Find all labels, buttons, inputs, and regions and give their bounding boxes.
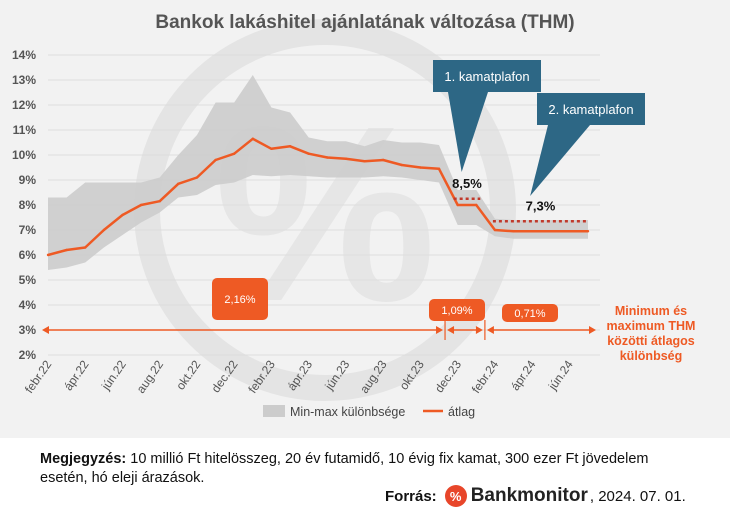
- average-point: [158, 200, 161, 203]
- average-point: [456, 203, 459, 207]
- callout-pointer: [530, 125, 590, 196]
- average-point: [195, 176, 199, 179]
- x-tick-label: okt.22: [173, 357, 203, 392]
- y-tick-label: 7%: [19, 223, 37, 237]
- x-tick-label: febr.22: [22, 357, 55, 395]
- chart-title: Bankok lakáshitel ajánlatának változása …: [155, 12, 575, 33]
- average-point: [400, 163, 403, 167]
- y-tick-label: 5%: [19, 273, 37, 287]
- average-point: [288, 145, 292, 148]
- average-point: [251, 137, 255, 140]
- callout-label: 2. kamatplafon: [548, 102, 633, 117]
- x-tick-label: jún.22: [98, 357, 129, 393]
- average-point: [475, 203, 478, 207]
- side-note-line: különbség: [620, 349, 683, 363]
- average-point: [493, 228, 497, 232]
- diff-arrow-head-left: [486, 326, 494, 334]
- average-point: [46, 253, 50, 257]
- legend-band-label: Min-max különbsége: [290, 405, 405, 419]
- average-point: [381, 158, 385, 162]
- footnote: Megjegyzés: 10 millió Ft hitelösszeg, 20…: [40, 450, 680, 488]
- x-tick-label: ápr.24: [508, 357, 539, 393]
- average-point: [326, 156, 329, 159]
- diff-arrow-head-left: [447, 326, 455, 334]
- average-point: [363, 160, 366, 163]
- x-tick-label: febr.24: [469, 357, 502, 395]
- legend-line-label: átlag: [448, 405, 475, 419]
- diff-badge: [212, 278, 268, 320]
- diff-arrow-head-left: [42, 326, 49, 334]
- average-label: 7,3%: [526, 198, 556, 213]
- y-tick-label: 4%: [19, 298, 37, 312]
- chart-area: % 14% 13% 12% 11% 10% 9% 8% 7% 6% 5% 4% 3% 2% 8,5% 7,3%…: [0, 0, 730, 438]
- average-point: [270, 147, 273, 150]
- average-point: [530, 230, 534, 233]
- average-point: [344, 157, 348, 160]
- side-note-line: maximum THM: [607, 319, 696, 333]
- source-date: , 2024. 07. 01.: [589, 487, 686, 505]
- diff-badge: [429, 299, 485, 321]
- source-label: Forrás:: [385, 487, 437, 505]
- note-text: 10 millió Ft hitelösszeg, 20 év futamidő…: [40, 451, 649, 486]
- legend-band-swatch: [263, 405, 285, 417]
- bankmonitor-logo-icon: %: [444, 485, 467, 507]
- y-tick-label: 13%: [12, 73, 36, 87]
- diff-arrow-head-right: [475, 326, 483, 334]
- y-tick-label: 9%: [19, 173, 37, 187]
- average-point: [121, 213, 124, 217]
- average-point: [139, 203, 143, 207]
- chart: %14%13%12%11%10%9%8%7%6%5%4%3%2%8,5%7,3%…: [12, 19, 696, 419]
- y-tick-label: 10%: [12, 148, 36, 162]
- side-note-line: Minimum és: [615, 304, 687, 318]
- average-point: [102, 228, 106, 232]
- callout-box: [537, 93, 645, 125]
- diff-badge-label: 1,09%: [441, 305, 472, 317]
- diff-badge-label: 2,16%: [224, 294, 255, 306]
- y-tick-label: 2%: [19, 348, 37, 362]
- average-point: [437, 167, 441, 170]
- brand-name: Bankmonitor: [470, 485, 588, 506]
- average-point: [549, 230, 552, 233]
- average-point: [586, 230, 590, 233]
- average-line: [47, 137, 588, 257]
- y-tick-label: 3%: [19, 323, 37, 337]
- average-point: [214, 158, 217, 162]
- source-line: Forrás: % Bankmonitor , 2024. 07. 01.: [385, 485, 686, 507]
- average-point: [84, 246, 87, 249]
- x-tick-label: aug.22: [134, 357, 167, 395]
- diff-arrow-head-right: [436, 326, 444, 334]
- callout-pointer: [448, 92, 488, 172]
- y-tick-label: 14%: [12, 48, 36, 62]
- average-point: [65, 248, 68, 252]
- diff-arrow-head-right: [589, 326, 596, 334]
- min-max-band: [48, 75, 588, 270]
- average-point: [307, 152, 310, 155]
- x-tick-label: jún.24: [545, 357, 576, 393]
- average-point: [419, 166, 422, 169]
- y-tick-label: 8%: [19, 198, 37, 212]
- side-note-line: közötti átlagos: [607, 334, 695, 348]
- y-tick-label: 12%: [12, 98, 36, 112]
- diff-badge: [502, 304, 558, 322]
- x-tick-label: ápr.22: [61, 357, 92, 393]
- y-tick-label: 6%: [19, 248, 37, 262]
- callout-label: 1. kamatplafon: [444, 69, 529, 84]
- average-point: [177, 182, 180, 185]
- average-point: [568, 230, 571, 233]
- average-label: 8,5%: [452, 176, 482, 191]
- average-point: [233, 152, 236, 155]
- note-label: Megjegyzés:: [40, 451, 127, 467]
- diff-badge-label: 0,71%: [514, 308, 545, 320]
- average-point: [512, 230, 515, 233]
- callout-box: [433, 60, 541, 92]
- y-tick-label: 11%: [13, 123, 37, 137]
